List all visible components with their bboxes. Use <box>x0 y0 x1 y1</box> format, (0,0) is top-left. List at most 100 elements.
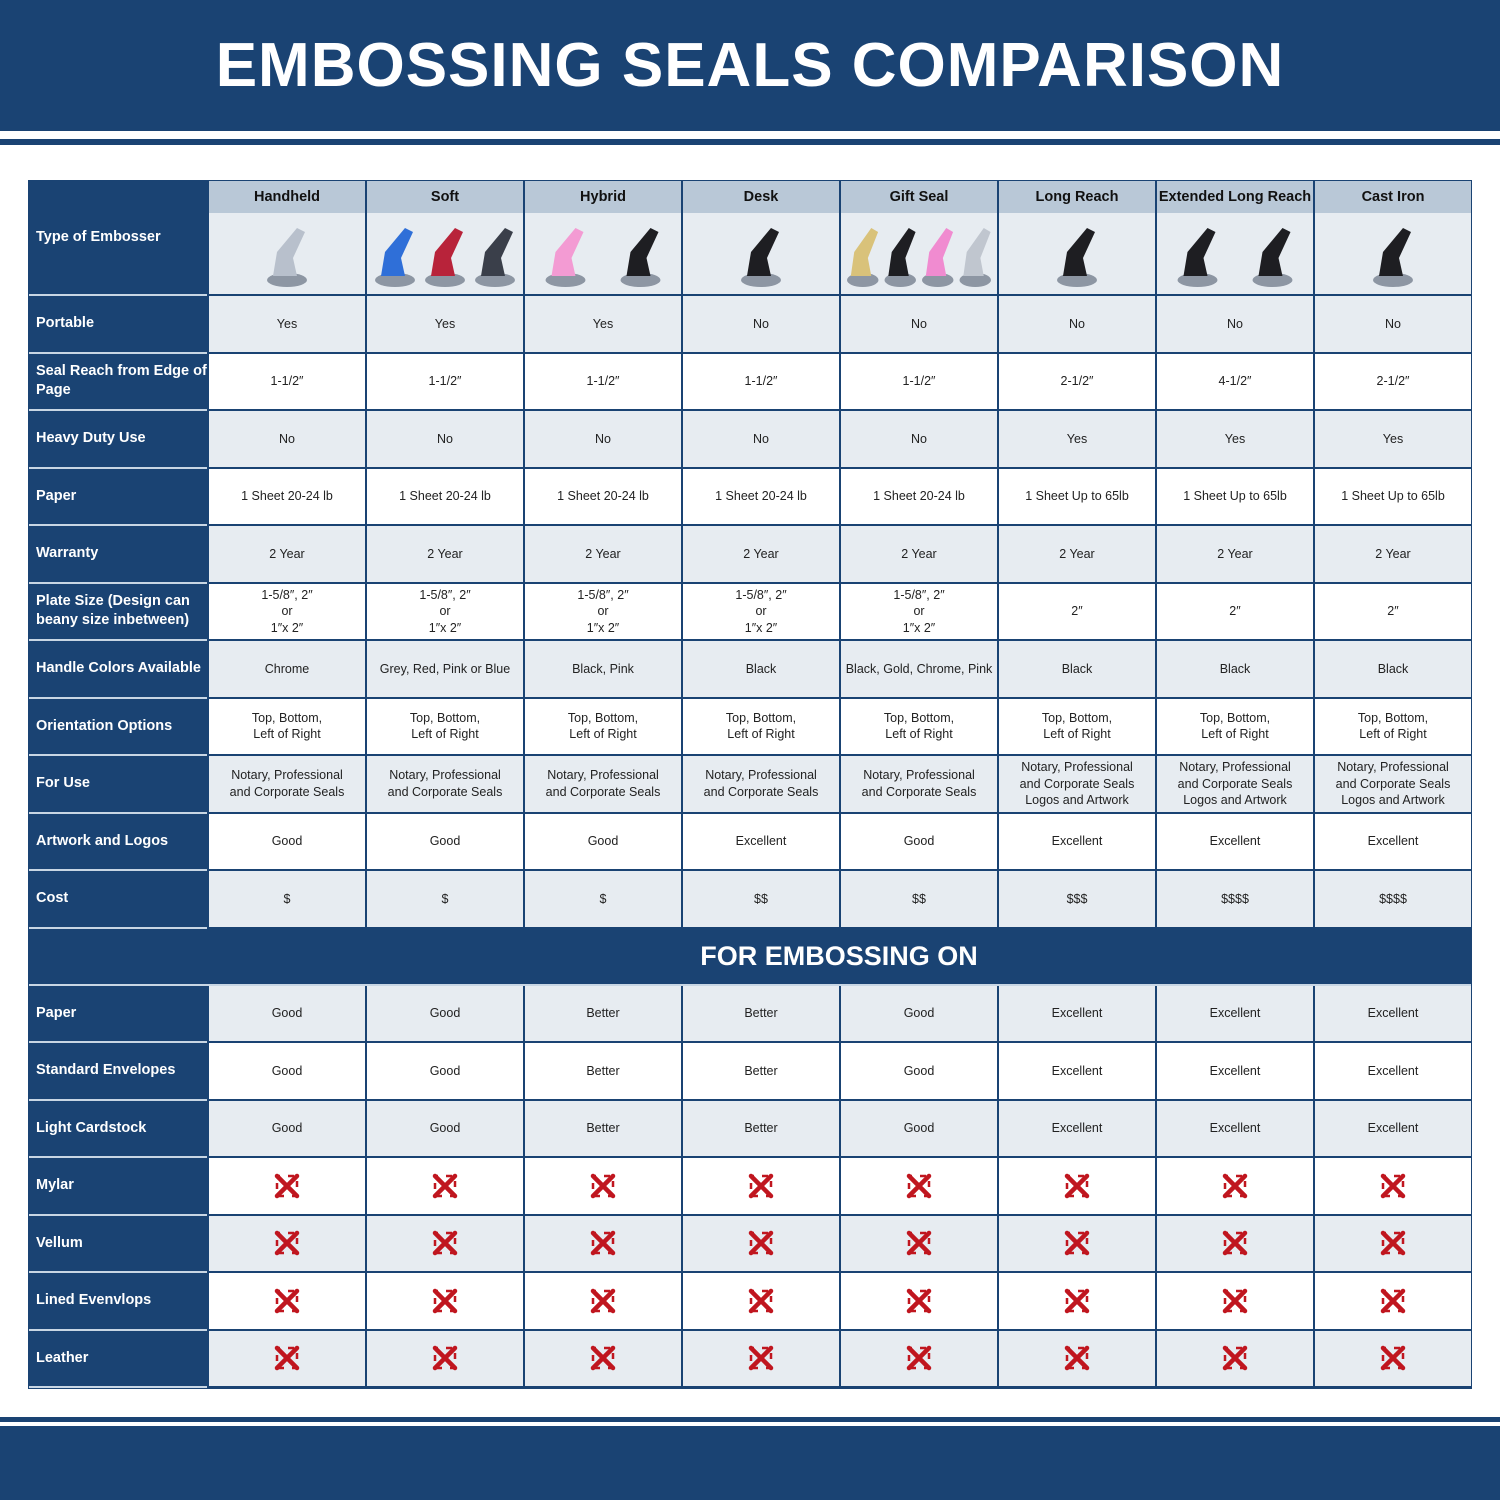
header-stripe <box>0 139 1500 145</box>
embosser-image <box>375 227 515 287</box>
embosser-shape <box>1177 227 1218 287</box>
table-cell: 2 Year <box>681 526 839 584</box>
table-cell: Top, Bottom, Left of Right <box>997 698 1155 756</box>
table-cell: $ <box>365 871 523 929</box>
x-icon <box>1380 1346 1406 1371</box>
table-cell: Good <box>365 1043 523 1101</box>
table-cell: Top, Bottom, Left of Right <box>365 698 523 756</box>
table-cell: Excellent <box>1155 1100 1313 1158</box>
table-cell: Excellent <box>1313 813 1471 871</box>
row-label: Cost <box>29 871 207 929</box>
table-cell: No <box>207 411 365 469</box>
table-row: Seal Reach from Edge of Page 1-1/2″ 1-1/2″… <box>29 353 1471 411</box>
table-row: Lined Evenvlops <box>29 1273 1471 1331</box>
table-cell <box>997 1158 1155 1216</box>
table-cell: Notary, Professional and Corporate Seals <box>681 756 839 814</box>
x-icon <box>432 1173 458 1198</box>
row-label: Seal Reach from Edge of Page <box>29 353 207 411</box>
table-cell: $$ <box>681 871 839 929</box>
table-cell: 1-5/8″, 2″ or 1″x 2″ <box>839 583 997 641</box>
table-cell: Yes <box>997 411 1155 469</box>
table-cell: $$$$ <box>1155 871 1313 929</box>
table-cell: 1 Sheet 20-24 lb <box>681 468 839 526</box>
table-cell: Good <box>365 813 523 871</box>
table-cell: 2 Year <box>365 526 523 584</box>
table-cell: No <box>1313 296 1471 354</box>
table-cell: No <box>839 296 997 354</box>
table-cell: Excellent <box>1155 813 1313 871</box>
table-cell <box>523 1158 681 1216</box>
table-cell: 2-1/2″ <box>997 353 1155 411</box>
table-cell: $ <box>523 871 681 929</box>
table-cell: Yes <box>207 296 365 354</box>
embosser-shape <box>267 227 307 287</box>
column-header: Hybrid <box>523 181 681 296</box>
row-label: Artwork and Logos <box>29 813 207 871</box>
table-cell: 2 Year <box>1155 526 1313 584</box>
table-cell <box>839 1330 997 1388</box>
table-cell <box>207 1158 365 1216</box>
table-cell: Black <box>1155 641 1313 699</box>
x-icon <box>1064 1173 1090 1198</box>
table-cell: Excellent <box>1313 985 1471 1043</box>
table-cell: Top, Bottom, Left of Right <box>1155 698 1313 756</box>
table-row: Handle Colors Available Chrome Grey, Red, … <box>29 641 1471 699</box>
table-cell <box>365 1215 523 1273</box>
table-cell: 2 Year <box>207 526 365 584</box>
row-label: Lined Evenvlops <box>29 1273 207 1331</box>
table-cell: Yes <box>365 296 523 354</box>
table-cell: 1-5/8″, 2″ or 1″x 2″ <box>681 583 839 641</box>
table-cell: 1 Sheet Up to 65lb <box>1313 468 1471 526</box>
product-image <box>525 213 681 294</box>
embosser-shape <box>425 227 465 287</box>
table-cell: Good <box>839 985 997 1043</box>
x-icon <box>748 1173 774 1198</box>
table-cell: Notary, Professional and Corporate Seals… <box>1313 756 1471 814</box>
table-cell: Better <box>681 1043 839 1101</box>
table-cell: 1 Sheet 20-24 lb <box>365 468 523 526</box>
product-image <box>367 213 523 294</box>
table-cell: Better <box>681 1100 839 1158</box>
table-cell: Notary, Professional and Corporate Seals… <box>1155 756 1313 814</box>
table-cell: Top, Bottom, Left of Right <box>681 698 839 756</box>
table-row: Standard Envelopes Good Good Better Better Go… <box>29 1043 1471 1101</box>
product-image <box>999 213 1155 294</box>
table-cell: $$ <box>839 871 997 929</box>
table-row: For Use Notary, Professional and Corporat… <box>29 756 1471 814</box>
table-cell: Excellent <box>997 813 1155 871</box>
table-cell: Excellent <box>681 813 839 871</box>
table-cell <box>681 1330 839 1388</box>
column-header: Desk <box>681 181 839 296</box>
table-cell: Yes <box>523 296 681 354</box>
table-row: Artwork and Logos Good Good Good Excellent Go… <box>29 813 1471 871</box>
row-label: Mylar <box>29 1158 207 1216</box>
table-cell <box>207 1273 365 1331</box>
table-cell <box>1313 1273 1471 1331</box>
table-cell: 1 Sheet Up to 65lb <box>997 468 1155 526</box>
table-cell: Good <box>207 1043 365 1101</box>
table-cell: 4-1/2″ <box>1155 353 1313 411</box>
row-label: Light Cardstock <box>29 1100 207 1158</box>
embosser-image <box>741 227 781 287</box>
section-title: FOR EMBOSSING ON <box>29 928 1471 986</box>
footer-banner <box>0 1426 1500 1500</box>
embosser-image <box>267 227 307 287</box>
table-cell <box>207 1215 365 1273</box>
table-cell: Better <box>523 1043 681 1101</box>
embosser-shape <box>1252 227 1293 287</box>
table-cell: Top, Bottom, Left of Right <box>839 698 997 756</box>
x-icon <box>1064 1346 1090 1371</box>
x-icon <box>1222 1288 1248 1313</box>
embosser-image <box>1057 227 1097 287</box>
table-cell: Better <box>523 1100 681 1158</box>
table-row: Paper Good Good Better Better Good Excellent Ex… <box>29 985 1471 1043</box>
x-icon <box>1380 1173 1406 1198</box>
table-cell: Excellent <box>1155 985 1313 1043</box>
table-cell: Excellent <box>997 1100 1155 1158</box>
table-cell <box>365 1330 523 1388</box>
table-cell: No <box>523 411 681 469</box>
table-cell <box>207 1330 365 1388</box>
table-cell: Good <box>523 813 681 871</box>
x-icon <box>274 1231 300 1256</box>
table-cell: Excellent <box>997 985 1155 1043</box>
